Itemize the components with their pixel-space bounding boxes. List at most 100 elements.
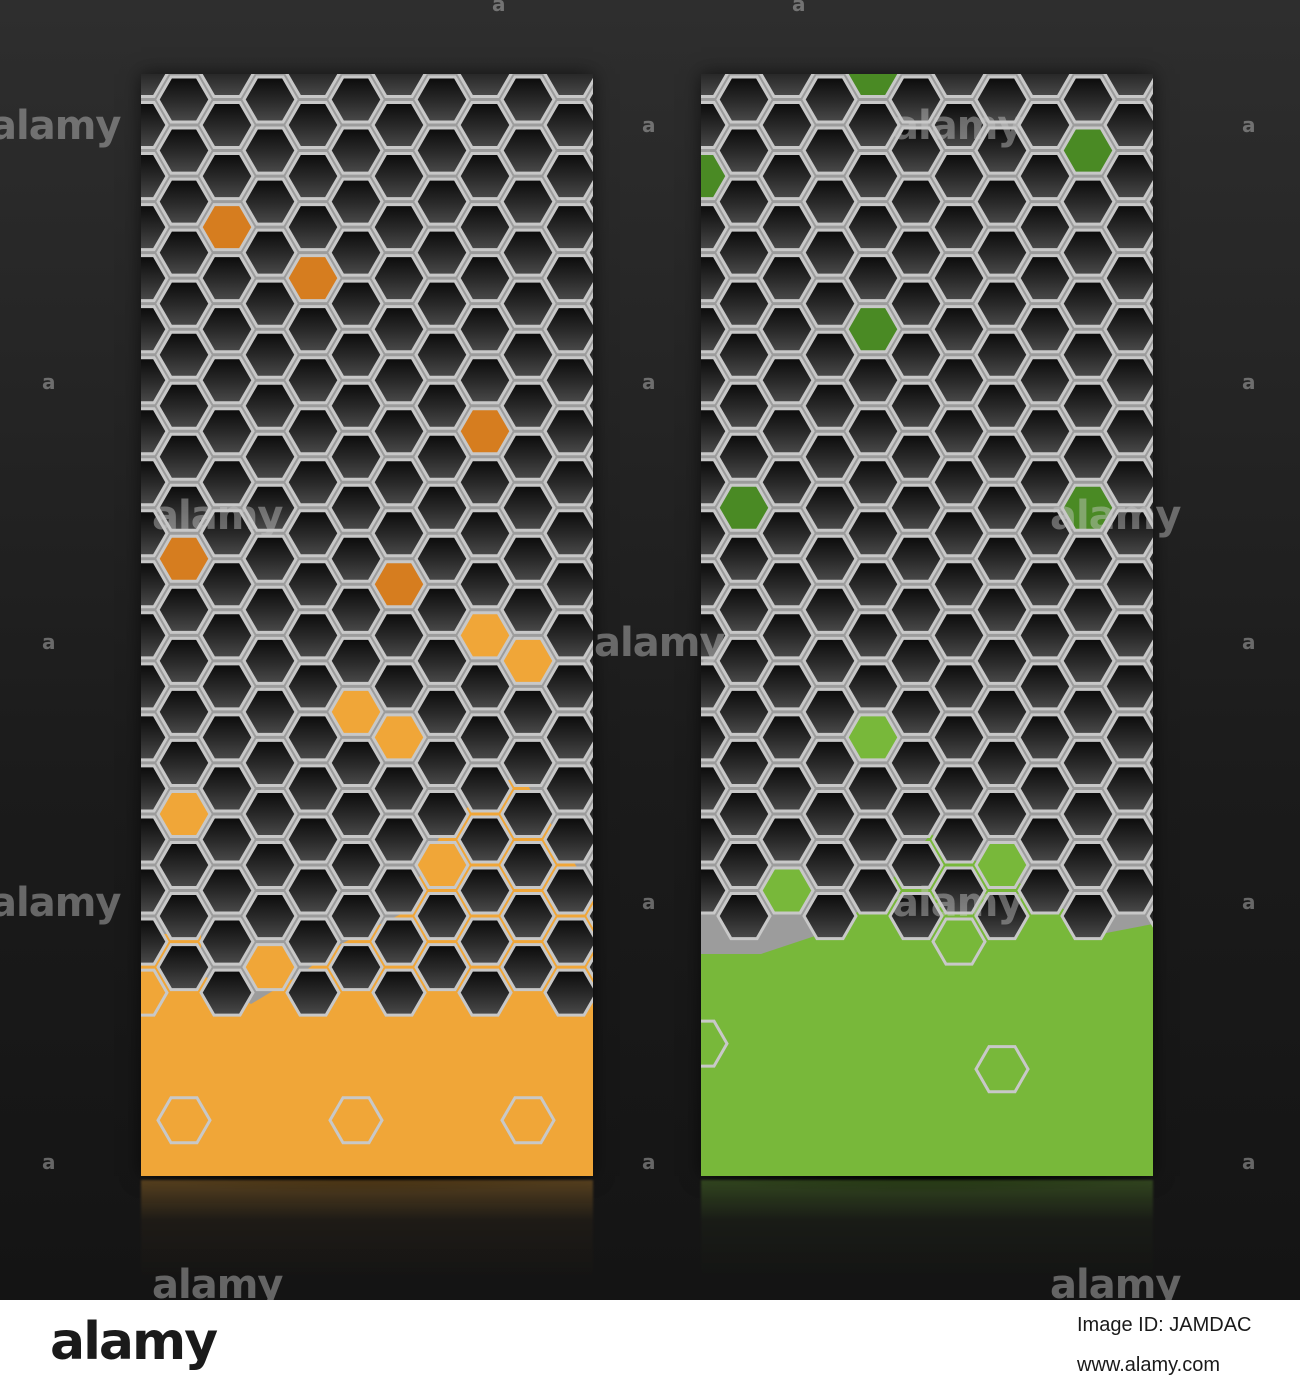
- honeycomb-cell: [716, 279, 772, 328]
- honeycomb-cell: [156, 943, 212, 992]
- banner-reflection-right: [701, 1180, 1153, 1280]
- honeycomb-cell: [701, 611, 729, 660]
- honeycomb-cell: [888, 279, 944, 328]
- honeycomb-cell: [285, 662, 341, 711]
- honeycomb-cell: [500, 1096, 556, 1145]
- honeycomb-cell: [701, 305, 729, 354]
- honeycomb-cell: [1060, 75, 1116, 124]
- honeycomb-cell: [1017, 764, 1073, 813]
- honeycomb-cell: [141, 101, 169, 149]
- honeycomb-cell: [457, 305, 513, 354]
- honeycomb-cell: [888, 228, 944, 277]
- honeycomb-cell: [328, 892, 384, 941]
- honeycomb-cell: [156, 381, 212, 430]
- honeycomb-cell: [199, 866, 255, 915]
- honeycomb-cell: [285, 611, 341, 660]
- honeycomb-cell: [414, 636, 470, 685]
- honeycomb-cell: [414, 790, 470, 838]
- honeycomb-cell: [974, 483, 1030, 532]
- honeycomb-cell: [199, 968, 255, 1017]
- honeycomb-cell: [716, 585, 772, 634]
- honeycomb-cell: [586, 496, 593, 520]
- honeycomb-cell: [414, 483, 470, 532]
- honeycomb-cell: [543, 917, 593, 966]
- honeycomb-cell: [1103, 815, 1153, 864]
- honeycomb-cell: [371, 866, 427, 915]
- honeycomb-cell: [701, 866, 729, 915]
- honeycomb-cell: [500, 279, 556, 328]
- honeycomb-cell: [543, 356, 593, 405]
- honeycomb-cell: [414, 687, 470, 736]
- honeycomb-cell: [285, 305, 341, 354]
- honeycomb-cell: [802, 228, 858, 277]
- honeycomb-cell: [1060, 738, 1116, 787]
- honeycomb-cell: [974, 738, 1030, 787]
- honeycomb-cell: [156, 126, 212, 175]
- honeycomb-cell: [716, 534, 772, 583]
- honeycomb-cell: [500, 75, 556, 124]
- honeycomb-cell: [242, 330, 298, 379]
- watermark-letter: a: [42, 630, 56, 654]
- watermark-letter: a: [1242, 370, 1256, 394]
- honeycomb-cell: [457, 815, 513, 864]
- honeycomb-cell: [457, 611, 513, 660]
- honeycomb-cell: [328, 687, 384, 736]
- honeycomb-cell: [1017, 815, 1073, 864]
- honeycomb-cell: [141, 611, 169, 660]
- honeycomb-cell: [1103, 713, 1153, 762]
- honeycomb-cell: [242, 687, 298, 736]
- honeycomb-cell: [586, 649, 593, 673]
- watermark-logo: alamy: [0, 103, 121, 149]
- honeycomb-pattern-green: [701, 74, 1153, 1176]
- honeycomb-cell: [974, 534, 1030, 583]
- honeycomb-cell: [974, 432, 1030, 481]
- honeycomb-cell: [1103, 560, 1153, 609]
- honeycomb-cell: [457, 560, 513, 609]
- honeycomb-cell: [1146, 853, 1153, 877]
- watermark-letter: a: [492, 0, 506, 16]
- watermark-logo: alamy: [892, 880, 1023, 926]
- honeycomb-cell: [371, 203, 427, 252]
- honeycomb-cell: [156, 687, 212, 736]
- honeycomb-cell: [500, 177, 556, 226]
- watermark-letter: a: [42, 1150, 56, 1174]
- honeycomb-cell: [845, 764, 901, 813]
- honeycomb-cell: [500, 841, 556, 889]
- honeycomb-cell: [759, 560, 815, 609]
- honeycomb-cell: [759, 101, 815, 149]
- honeycomb-cell: [543, 509, 593, 558]
- honeycomb-cell: [701, 101, 729, 149]
- honeycomb-cell: [1146, 138, 1153, 163]
- honeycomb-cell: [457, 509, 513, 558]
- honeycomb-cell: [371, 101, 427, 149]
- honeycomb-cell: [156, 790, 212, 838]
- orange-honeycomb-banner: [141, 74, 593, 1176]
- honeycomb-cell: [543, 611, 593, 660]
- honeycomb-cell: [888, 483, 944, 532]
- honeycomb-cell: [242, 841, 298, 889]
- honeycomb-cell: [888, 687, 944, 736]
- watermark-letter: a: [642, 890, 656, 914]
- honeycomb-cell: [1060, 585, 1116, 634]
- honeycomb-cell: [888, 738, 944, 787]
- honeycomb-cell: [931, 356, 987, 405]
- honeycomb-cell: [1146, 700, 1153, 724]
- honeycomb-cell: [845, 152, 901, 201]
- honeycomb-cell: [242, 228, 298, 277]
- honeycomb-cell: [242, 534, 298, 583]
- honeycomb-cell: [1103, 458, 1153, 507]
- honeycomb-cell: [156, 1096, 212, 1145]
- honeycomb-cell: [1017, 713, 1073, 762]
- honeycomb-cell: [586, 547, 593, 571]
- watermark-letter: a: [642, 1150, 656, 1174]
- honeycomb-cell: [1060, 483, 1116, 532]
- honeycomb-cell: [759, 152, 815, 201]
- honeycomb-cell: [586, 445, 593, 469]
- honeycomb-cell: [199, 305, 255, 354]
- honeycomb-cell: [141, 74, 169, 98]
- honeycomb-cell: [199, 509, 255, 558]
- honeycomb-cell: [802, 892, 858, 941]
- honeycomb-cell: [974, 1045, 1030, 1094]
- honeycomb-cell: [328, 1096, 384, 1145]
- honeycomb-cell: [931, 254, 987, 303]
